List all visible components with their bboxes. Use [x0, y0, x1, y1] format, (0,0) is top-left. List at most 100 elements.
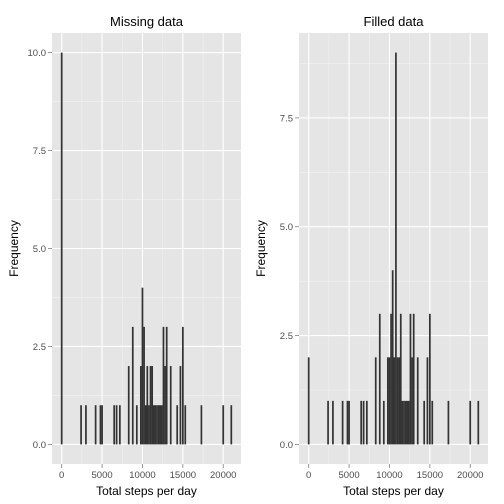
- histogram-bar: [395, 52, 397, 445]
- histogram-bar: [162, 326, 165, 445]
- histogram-bar: [179, 366, 182, 445]
- histogram-bar: [60, 52, 63, 445]
- y-tick-label: 7.5: [33, 146, 46, 157]
- histogram-bar: [346, 400, 349, 445]
- histogram-bar: [165, 326, 168, 445]
- histogram-bar: [393, 357, 396, 445]
- y-tick-label: 0.0: [280, 440, 293, 451]
- histogram-bar: [94, 405, 97, 445]
- histogram-bar: [176, 405, 179, 445]
- histogram-bar: [401, 400, 404, 445]
- histogram-bar: [139, 366, 142, 445]
- histogram-bar: [348, 400, 350, 445]
- y-tick-label: 2.5: [280, 331, 293, 342]
- histogram-bar: [403, 400, 405, 445]
- x-tick-label: 0: [59, 470, 64, 481]
- histogram-bar: [101, 405, 103, 445]
- histogram-bar: [378, 313, 381, 445]
- y-tick-label: 2.5: [33, 342, 46, 353]
- histogram-bar: [146, 366, 149, 445]
- histogram-bar: [159, 405, 162, 445]
- histogram-bar: [157, 405, 160, 445]
- histogram-bar: [388, 357, 391, 445]
- histogram-bar: [135, 405, 138, 445]
- histogram-bar: [423, 400, 426, 445]
- histogram-bar: [307, 357, 310, 445]
- histogram-bar: [374, 357, 377, 445]
- histogram-bar: [426, 357, 429, 445]
- x-axis-label: Total steps per day: [343, 484, 444, 498]
- histogram-bar: [149, 366, 152, 445]
- x-tick-label: 10000: [376, 470, 402, 481]
- histogram-bar: [113, 405, 116, 445]
- histogram-bar: [99, 405, 102, 445]
- histogram-bar: [428, 313, 431, 445]
- histogram-bar: [382, 400, 385, 445]
- histogram-bar: [411, 357, 413, 445]
- y-tick-label: 10.0: [28, 48, 47, 59]
- histogram-bar: [152, 405, 155, 445]
- histogram-bar: [404, 400, 407, 445]
- histogram-bar: [390, 313, 392, 445]
- x-tick-label: 5000: [92, 470, 113, 481]
- histogram-bar: [416, 357, 419, 445]
- histogram-bar: [169, 366, 172, 445]
- x-tick-label: 5000: [339, 470, 360, 481]
- y-tick-label: 0.0: [33, 440, 46, 451]
- x-tick-label: 20000: [457, 470, 483, 481]
- histogram-bar: [362, 400, 365, 445]
- y-tick-label: 7.5: [280, 113, 293, 124]
- histogram-bar: [160, 405, 163, 445]
- y-axis-label: Frequency: [254, 220, 268, 277]
- missing-data-panel: 0 5000 10000 15000 20000 0.0 2.5 5.0 7.5 10.0 Miss…: [7, 14, 241, 498]
- filled-data-panel: 0 5000 10000 15000 20000 0.0 2.5 5.0 7.5 Filled d…: [254, 14, 488, 498]
- y-tick-label: 5.0: [280, 222, 293, 233]
- y-tick-label: 5.0: [33, 244, 46, 255]
- histogram-bar: [154, 405, 157, 445]
- histogram-bar: [409, 313, 412, 445]
- histogram-bar: [406, 400, 409, 445]
- histogram-bar: [398, 357, 401, 445]
- histogram-bar: [431, 400, 434, 445]
- x-tick-label: 15000: [417, 470, 443, 481]
- histogram-bar: [399, 313, 402, 445]
- histogram-bar: [386, 357, 389, 445]
- histogram-bar: [181, 326, 184, 445]
- histogram-bar: [80, 405, 82, 445]
- chart-title: Missing data: [110, 14, 184, 29]
- histogram-bar: [407, 400, 410, 445]
- x-tick-label: 10000: [129, 470, 155, 481]
- histogram-bar: [115, 405, 118, 445]
- chart-title: Filled data: [364, 14, 425, 29]
- histogram-bar: [327, 400, 329, 445]
- histogram-bar: [396, 357, 399, 445]
- histogram-bar: [477, 400, 480, 445]
- histogram-bar: [332, 400, 334, 445]
- y-axis-label: Frequency: [7, 220, 21, 277]
- histogram-bar: [148, 405, 150, 445]
- histogram-bar: [230, 405, 233, 445]
- histogram-bar: [144, 405, 147, 445]
- histogram-bar: [391, 270, 394, 445]
- histogram-bar: [200, 405, 203, 445]
- histogram-bar: [151, 366, 154, 445]
- histogram-bar: [360, 400, 363, 445]
- x-tick-label: 20000: [210, 470, 236, 481]
- histogram-bar: [141, 287, 144, 445]
- histogram-bar: [127, 366, 130, 445]
- histogram-bar: [184, 405, 187, 445]
- histogram-bar: [143, 326, 145, 445]
- x-tick-label: 0: [306, 470, 311, 481]
- histogram-bar: [164, 366, 166, 445]
- histogram-bar: [365, 400, 368, 445]
- histogram-bar: [118, 405, 121, 445]
- histogram-bar: [447, 400, 450, 445]
- histogram-bar: [156, 405, 158, 445]
- histogram-bar: [131, 326, 134, 445]
- histogram-bar: [222, 405, 225, 445]
- x-tick-label: 15000: [170, 470, 196, 481]
- x-axis-label: Total steps per day: [96, 484, 197, 498]
- histogram-bar: [469, 400, 472, 445]
- histogram-bar: [341, 400, 344, 445]
